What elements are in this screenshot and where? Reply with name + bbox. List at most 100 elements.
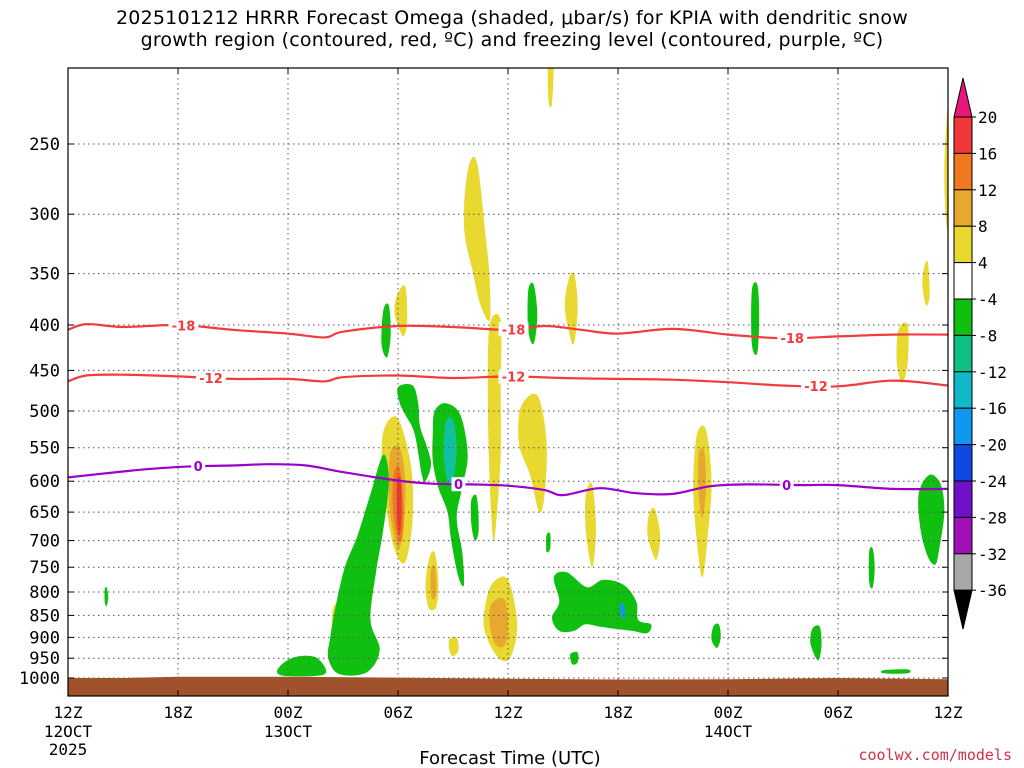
colorbar-box-2 — [953, 189, 973, 227]
contour-label-bg-2-2 — [779, 477, 794, 492]
omega-region-4 — [564, 272, 578, 345]
colorbar-box-3 — [953, 225, 973, 264]
omega-region-19 — [448, 636, 459, 657]
omega-region-39 — [880, 669, 911, 674]
y-tick-label-350: 350 — [29, 265, 60, 285]
contour-label-1-0: -12 — [199, 372, 223, 387]
omega-region-13 — [396, 476, 402, 536]
y-tick-label-900: 900 — [29, 628, 60, 648]
colorbar-label-0: 20 — [978, 108, 997, 127]
contour-label-bg-2-1 — [451, 477, 466, 492]
colorbar-label-2: 12 — [978, 181, 997, 200]
contour-label-bg-0-1 — [498, 322, 529, 337]
colorbar-label-6: -8 — [978, 326, 997, 345]
colorbar-label-13: -36 — [978, 581, 1007, 600]
y-tick-label-950: 950 — [29, 649, 60, 669]
omega-region-36 — [711, 623, 721, 649]
colorbar-label-3: 8 — [978, 217, 988, 236]
colorbar-top-arrow — [953, 77, 973, 118]
colorbar-box-10 — [953, 480, 973, 518]
x-tick-label-36: 00Z — [714, 703, 743, 722]
contour-label-bg-1-1 — [498, 369, 529, 384]
contour-label-bg-1-2 — [801, 379, 831, 393]
contour-layer: -18 -18 -18 -12 -12 -12 0 0 0 — [68, 318, 948, 497]
omega-region-17 — [489, 597, 508, 648]
x-tick-label-6: 18Z — [164, 703, 193, 722]
x-date-label-12: 13OCT — [264, 722, 313, 741]
colorbar: 20 16 12 8 4 -4 -8 -12 -16 -20 -24 -28 -32 -36 — [953, 77, 1007, 630]
colorbar-box-1 — [953, 152, 973, 191]
colorbar-box-7 — [953, 371, 973, 409]
y-tick-label-650: 650 — [29, 503, 60, 523]
chart-title-line-1: 2025101212 HRRR Forecast Omega (shaded, … — [116, 7, 908, 29]
y-axis: 2503003504004505005506006507007508008509… — [19, 135, 948, 689]
contour-label-2-1: 0 — [454, 478, 463, 493]
colorbar-label-5: -4 — [978, 290, 997, 309]
contour-label-bg-2-0 — [191, 459, 206, 474]
y-tick-label-850: 850 — [29, 606, 60, 626]
omega-region-33 — [552, 571, 652, 634]
x-date-label-36: 14OCT — [704, 722, 753, 741]
y-tick-label-300: 300 — [29, 205, 60, 225]
contour-line-1 — [68, 373, 948, 388]
omega-region-34 — [619, 603, 626, 619]
x-tick-label-12: 00Z — [274, 703, 303, 722]
contour-label-0-0: -18 — [172, 320, 196, 335]
contour-label-1-2: -12 — [804, 380, 828, 395]
omega-region-7 — [647, 507, 661, 560]
omega-region-37 — [810, 625, 822, 661]
colorbar-label-7: -12 — [978, 363, 1007, 382]
omega-region-30 — [527, 282, 538, 345]
y-tick-label-800: 800 — [29, 583, 60, 603]
y-tick-label-400: 400 — [29, 316, 60, 336]
omega-region-40 — [918, 474, 945, 565]
x-axis-label: Forecast Time (UTC) — [419, 748, 600, 768]
omega-region-20 — [922, 260, 930, 306]
omega-region-29 — [381, 303, 391, 358]
x-tick-label-30: 18Z — [604, 703, 633, 722]
colorbar-label-11: -28 — [978, 508, 1007, 527]
omega-region-22 — [944, 103, 948, 233]
colorbar-label-8: -16 — [978, 399, 1007, 418]
omega-region-5 — [518, 393, 547, 513]
omega-region-15 — [430, 564, 437, 600]
colorbar-box-0 — [953, 116, 973, 154]
contour-label-bg-1-0 — [196, 370, 226, 385]
omega-region-28 — [470, 494, 479, 541]
contour-label-1-1: -12 — [502, 371, 526, 386]
y-tick-label-250: 250 — [29, 135, 60, 155]
colorbar-box-4 — [953, 262, 973, 300]
contour-label-2-0: 0 — [194, 460, 203, 475]
y-tick-label-450: 450 — [29, 361, 60, 381]
omega-region-23 — [327, 454, 389, 676]
contour-label-2-2: 0 — [782, 479, 791, 494]
colorbar-box-9 — [953, 444, 973, 482]
colorbar-label-4: 4 — [978, 254, 988, 273]
y-tick-label-1000: 1000 — [19, 669, 60, 689]
x-tick-label-42: 06Z — [824, 703, 853, 722]
colorbar-box-5 — [953, 298, 973, 336]
x-tick-label-0: 12Z — [54, 703, 83, 722]
colorbar-label-1: 16 — [978, 144, 997, 163]
x-tick-label-24: 12Z — [494, 703, 523, 722]
omega-region-32 — [546, 532, 551, 553]
omega-region-38 — [868, 547, 875, 589]
y-tick-label-600: 600 — [29, 472, 60, 492]
omega-region-24 — [276, 655, 327, 677]
omega-region-27 — [443, 417, 457, 485]
y-tick-label-500: 500 — [29, 402, 60, 422]
contour-label-0-1: -18 — [502, 323, 526, 338]
omega-region-31 — [751, 282, 760, 356]
colorbar-box-12 — [953, 553, 973, 591]
colorbar-label-9: -20 — [978, 436, 1007, 455]
contour-label-bg-0-0 — [168, 318, 199, 333]
y-tick-label-700: 700 — [29, 532, 60, 552]
omega-region-9 — [698, 447, 707, 518]
colorbar-box-8 — [953, 407, 973, 446]
source-credit: coolwx.com/models — [858, 746, 1012, 764]
colorbar-label-10: -24 — [978, 472, 1007, 491]
omega-region-0 — [547, 68, 554, 108]
x-tick-label-48: 12Z — [934, 703, 963, 722]
